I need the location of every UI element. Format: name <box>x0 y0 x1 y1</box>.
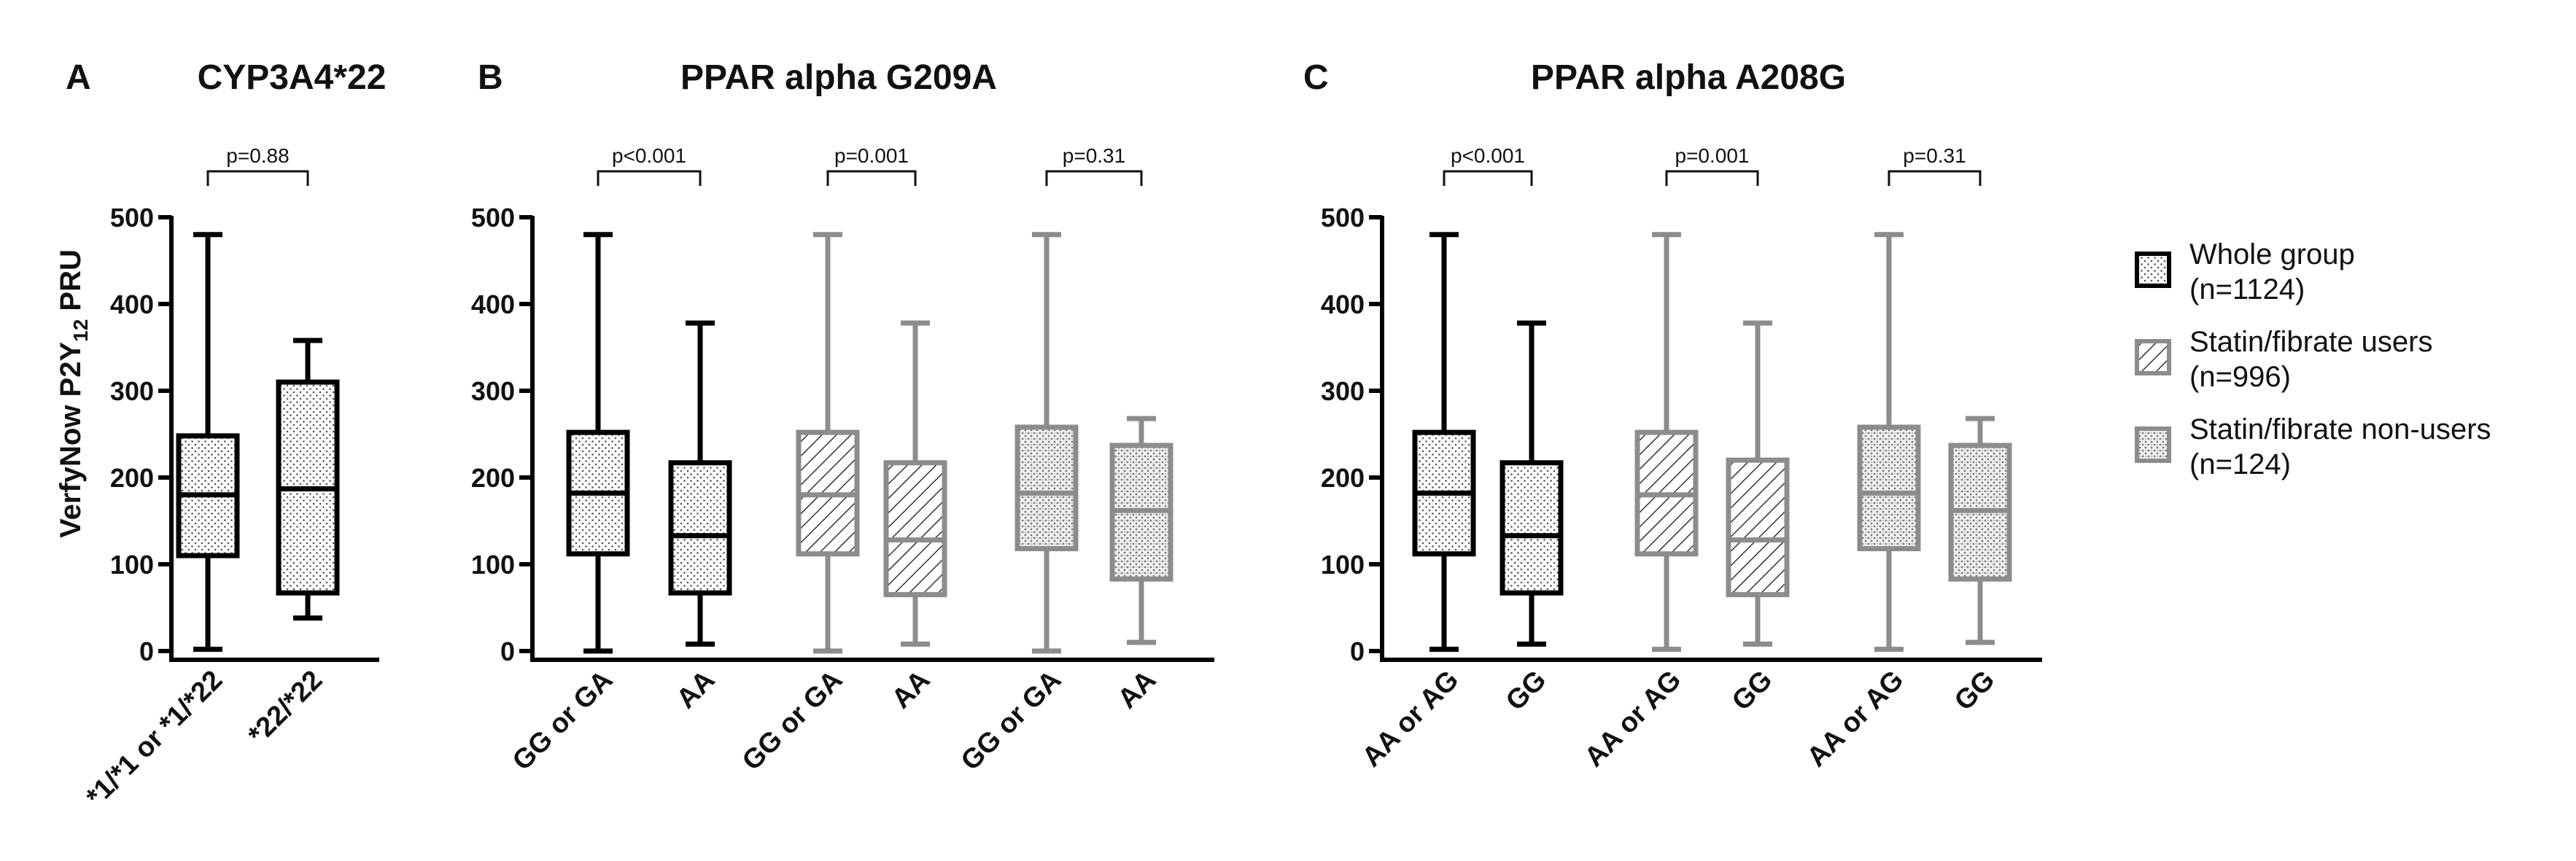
box-nonusers <box>1857 232 1921 652</box>
panel-letter: A <box>66 58 91 97</box>
x-category-label: GG or GA <box>737 665 849 777</box>
box-whole <box>1500 320 1564 647</box>
legend-count: (n=996) <box>2189 361 2291 393</box>
x-category-label: AA <box>671 665 721 715</box>
significance-bracket <box>206 170 309 186</box>
y-tick-label: 200 <box>1321 463 1365 493</box>
panel-letter: B <box>478 58 503 97</box>
legend: Whole group(n=1124)Statin/fibrate users(… <box>2135 238 2491 480</box>
panel-title: PPAR alpha A208G <box>1531 58 1846 97</box>
p-value-label: p=0.88 <box>226 144 289 167</box>
x-category-label: *22/*22 <box>243 665 329 751</box>
y-tick-label: 0 <box>139 636 154 666</box>
significance-bracket <box>597 170 702 186</box>
y-tick-label: 300 <box>1321 376 1365 406</box>
y-axis-label: VerfyNow P2Y12 PRU <box>55 249 92 538</box>
box-users <box>883 320 947 647</box>
box-whole <box>176 232 240 652</box>
legend-item-users: Statin/fibrate users(n=996) <box>2135 326 2433 393</box>
box-whole <box>1412 232 1476 652</box>
legend-swatch <box>2135 339 2171 375</box>
x-category-label: AA or AG <box>1579 665 1688 774</box>
box-users <box>1726 320 1790 647</box>
box-iqr <box>1500 460 1564 596</box>
box-users <box>796 232 860 654</box>
panel-a: A CYP3A4*22 0 100 200 300 400 500 *1/*1 or *1/*2… <box>66 58 386 813</box>
y-tick-label: 100 <box>1321 550 1365 580</box>
legend-count: (n=1124) <box>2189 273 2305 305</box>
y-tick-label: 200 <box>471 463 515 493</box>
p-value-label: p<0.001 <box>612 144 686 167</box>
legend-item-whole: Whole group(n=1124) <box>2135 238 2355 305</box>
box-users <box>1634 232 1699 652</box>
box-nonusers <box>1948 416 2012 645</box>
significance-bracket <box>1443 170 1533 186</box>
x-category-label: *1/*1 or *1/*22 <box>80 665 228 813</box>
y-tick-label: 100 <box>471 550 515 580</box>
box-whole <box>276 338 340 621</box>
box-iqr <box>1857 424 1921 552</box>
y-tick-label: 100 <box>110 550 154 580</box>
panel-title: CYP3A4*22 <box>198 58 387 97</box>
box-iqr <box>1726 457 1790 598</box>
legend-swatch <box>2135 252 2171 288</box>
significance-bracket <box>826 170 917 186</box>
box-iqr <box>668 460 732 596</box>
y-tick-label: 400 <box>110 289 154 319</box>
p-value-label: p=0.31 <box>1063 144 1125 167</box>
x-category-label: AA or AG <box>1801 665 1910 774</box>
x-category-label: GG <box>1726 665 1779 717</box>
x-category-label: AA <box>1112 665 1163 715</box>
box-iqr <box>1015 424 1079 552</box>
legend-swatch <box>2135 426 2171 463</box>
y-tick-label: 400 <box>471 289 515 319</box>
legend-label: Whole group <box>2189 238 2355 270</box>
y-tick-label: 500 <box>110 203 154 233</box>
x-category-label: GG or GA <box>955 665 1068 777</box>
legend-count: (n=124) <box>2189 448 2291 480</box>
significance-bracket <box>1888 170 1982 186</box>
panel-letter: C <box>1303 58 1329 97</box>
y-tick-label: 500 <box>1321 203 1365 233</box>
x-category-label: AA or AG <box>1357 665 1465 774</box>
panel-b: B PPAR alpha G209A 0 100 200 300 400 500 GG or G… <box>471 58 1214 776</box>
y-tick-label: 0 <box>1350 636 1365 666</box>
significance-bracket <box>1665 170 1759 186</box>
significance-bracket <box>1045 170 1143 186</box>
box-nonusers <box>1015 232 1079 654</box>
p-value-label: p=0.31 <box>1903 144 1966 167</box>
panel-title: PPAR alpha G209A <box>680 58 997 97</box>
p-value-label: p=0.001 <box>1675 144 1750 167</box>
y-tick-label: 400 <box>1321 289 1365 319</box>
panel-c: C PPAR alpha A208G 0 100 200 300 400 500 AA or A… <box>1303 58 2042 773</box>
box-nonusers <box>1109 416 1173 645</box>
y-tick-label: 300 <box>110 376 154 406</box>
legend-label: Statin/fibrate non-users <box>2189 413 2491 445</box>
y-tick-label: 200 <box>110 463 154 493</box>
legend-item-nonusers: Statin/fibrate non-users(n=124) <box>2135 413 2491 480</box>
x-category-label: GG <box>1500 665 1553 717</box>
p-value-label: p<0.001 <box>1451 144 1525 167</box>
x-category-label: AA <box>886 665 936 715</box>
x-category-label: GG or GA <box>507 665 619 777</box>
p-value-label: p=0.001 <box>834 144 909 167</box>
x-category-label: GG <box>1949 665 2001 717</box>
legend-label: Statin/fibrate users <box>2189 326 2433 358</box>
box-iqr <box>883 460 947 598</box>
y-tick-label: 500 <box>471 203 515 233</box>
y-tick-label: 0 <box>500 636 515 666</box>
y-tick-label: 300 <box>471 376 515 406</box>
box-whole <box>566 232 630 654</box>
box-whole <box>668 320 732 647</box>
